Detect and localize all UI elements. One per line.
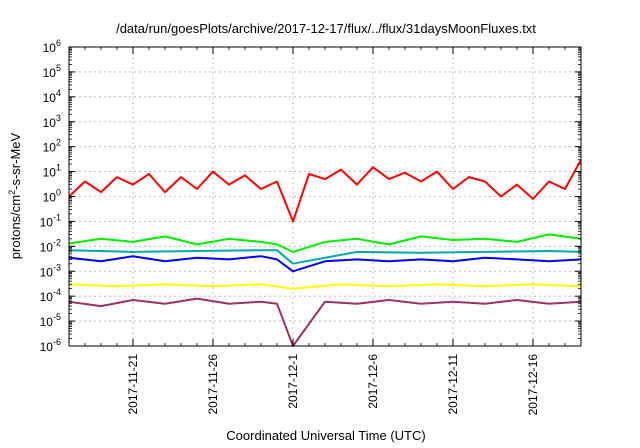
- y-tick-label: 10-4: [40, 287, 61, 304]
- plot-frame: [68, 46, 582, 347]
- data-series: [68, 159, 582, 347]
- x-tick-label: 2017-12-6: [366, 354, 380, 409]
- y-tick-label: 101: [43, 163, 61, 180]
- y-tick-label: 10-1: [40, 212, 61, 229]
- x-tick-label: 2017-12-1: [286, 354, 300, 409]
- y-axis-label: protons/cm2-s-sr-MeV: [7, 132, 23, 259]
- y-tick-label: 106: [43, 38, 61, 55]
- y-tick-label: 105: [43, 63, 61, 80]
- x-tick-label: 2017-12-16: [526, 354, 540, 416]
- chart-title: /data/run/goesPlots/archive/2017-12-17/f…: [116, 21, 536, 36]
- x-tick-label: 2017-11-21: [126, 354, 140, 415]
- x-tick-label: 2017-12-11: [446, 354, 460, 415]
- y-tick-label: 10-2: [40, 237, 61, 254]
- y-tick-label: 104: [43, 88, 61, 105]
- y-axis-label-prefix: protons/cm: [8, 195, 23, 259]
- series-line-3: [68, 283, 582, 290]
- x-axis-ticks: 2017-11-21 2017-11-26 2017-12-1 2017-12-6 20…: [68, 47, 582, 416]
- x-axis-label: Coordinated Universal Time (UTC): [226, 428, 425, 443]
- y-tick-label: 10-5: [40, 312, 61, 329]
- grid: [69, 47, 581, 346]
- y-tick-label: 100: [43, 188, 61, 205]
- series-line-4: [68, 297, 582, 347]
- y-axis-label-superscript: 2: [7, 190, 17, 195]
- x-tick-label: 2017-11-26: [206, 354, 220, 415]
- series-line-1: [68, 249, 582, 265]
- y-tick-label: 10-6: [40, 337, 61, 354]
- y-tick-label: 10-3: [40, 262, 61, 279]
- series-line-5: [68, 159, 582, 223]
- series-line-2: [68, 255, 582, 273]
- y-tick-label: 102: [43, 138, 61, 155]
- series-line-0: [68, 233, 582, 253]
- y-axis-label-suffix: -s-sr-MeV: [8, 132, 23, 189]
- y-tick-label: 103: [43, 113, 61, 130]
